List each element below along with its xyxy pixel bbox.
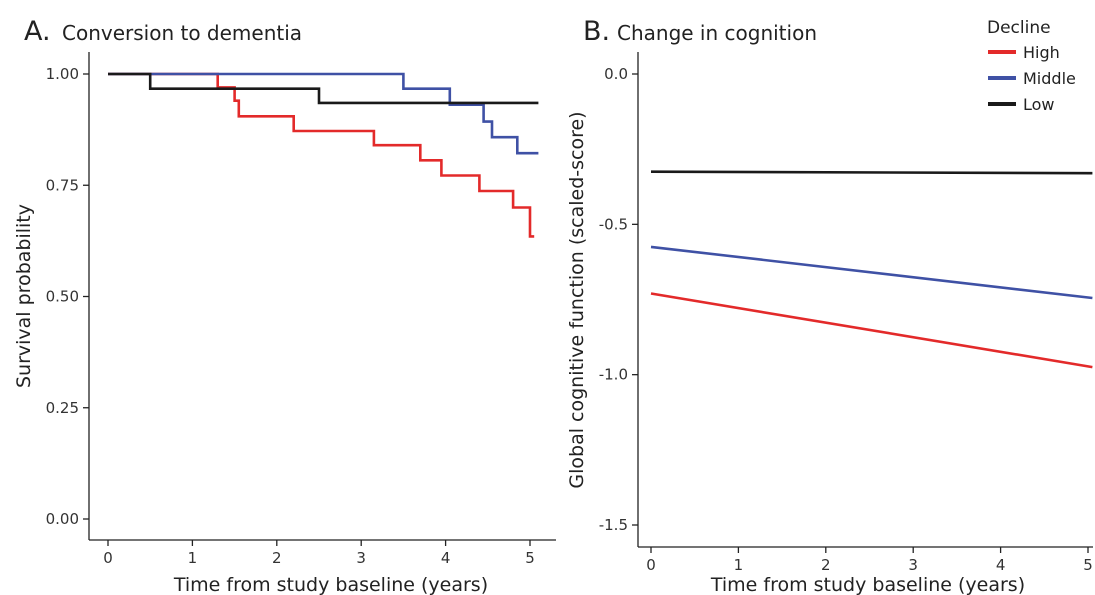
- legend-label-high: High: [1023, 43, 1060, 62]
- panel-a-y-tick-label: 0.25: [46, 399, 79, 417]
- panel-b-y-tick-label: 0.0: [604, 65, 628, 83]
- panel-b-series: [650, 170, 1093, 369]
- panel-a-y-ticks: 0.00 0.25 0.50 0.75 1.00: [46, 65, 89, 528]
- panel-a-x-tick-label: 2: [272, 549, 282, 567]
- panel-b-y-tick-label: -1.5: [599, 516, 628, 534]
- panel-a-series-low: [108, 72, 539, 105]
- panel-b-series-middle: [650, 245, 1093, 300]
- panel-a-x-tick-label: 5: [525, 549, 535, 567]
- panel-a-x-tick-label: 3: [356, 549, 366, 567]
- legend-title: Decline: [987, 18, 1051, 38]
- panel-b: B. Change in cognition Global cognitive …: [566, 16, 1093, 595]
- legend-items: High Middle Low: [988, 43, 1076, 114]
- panel-b-y-ticks: 0.0 -0.5 -1.0 -1.5: [599, 65, 638, 534]
- panel-b-letter: B.: [583, 16, 610, 47]
- panel-a: A. Conversion to dementia Survival proba…: [13, 16, 556, 595]
- panel-a-y-axis-title: Survival probability: [13, 204, 35, 388]
- panel-a-title: Conversion to dementia: [62, 21, 302, 45]
- panel-a-y-tick-label: 1.00: [46, 65, 79, 83]
- panel-b-x-tick-label: 3: [908, 556, 918, 574]
- panel-b-y-tick-label: -1.0: [599, 366, 628, 384]
- panel-b-x-ticks: 0 1 2 3 4 5: [646, 547, 1093, 574]
- legend: Decline High Middle Low: [987, 18, 1076, 114]
- panel-b-x-tick-label: 1: [734, 556, 744, 574]
- panel-b-title: Change in cognition: [617, 21, 817, 45]
- panel-b-x-tick-label: 2: [821, 556, 831, 574]
- panel-b-x-axis-title: Time from study baseline (years): [710, 574, 1025, 595]
- panel-a-y-tick-label: 0.00: [46, 510, 79, 528]
- panel-a-letter: A.: [24, 16, 51, 47]
- panel-a-y-tick-label: 0.75: [46, 176, 79, 194]
- panel-b-y-axis-title: Global cognitive function (scaled-score): [566, 111, 588, 488]
- panel-b-y-tick-label: -0.5: [599, 215, 628, 233]
- legend-label-middle: Middle: [1023, 69, 1076, 88]
- panel-a-series: [108, 72, 539, 238]
- panel-a-series-middle: [108, 72, 539, 155]
- panel-a-x-ticks: 0 1 2 3 4 5: [103, 540, 535, 567]
- panel-a-x-tick-label: 0: [103, 549, 113, 567]
- panel-b-x-tick-label: 5: [1083, 556, 1093, 574]
- panel-a-y-tick-label: 0.50: [46, 288, 79, 306]
- panel-a-x-tick-label: 1: [188, 549, 198, 567]
- panel-a-x-tick-label: 4: [441, 549, 451, 567]
- panel-b-x-tick-label: 0: [646, 556, 656, 574]
- panel-b-series-high: [650, 292, 1093, 369]
- panel-b-x-tick-label: 4: [996, 556, 1006, 574]
- panel-a-series-high: [108, 72, 535, 238]
- legend-label-low: Low: [1023, 95, 1055, 114]
- panel-b-series-low: [650, 170, 1093, 175]
- panel-a-x-axis-title: Time from study baseline (years): [173, 574, 488, 595]
